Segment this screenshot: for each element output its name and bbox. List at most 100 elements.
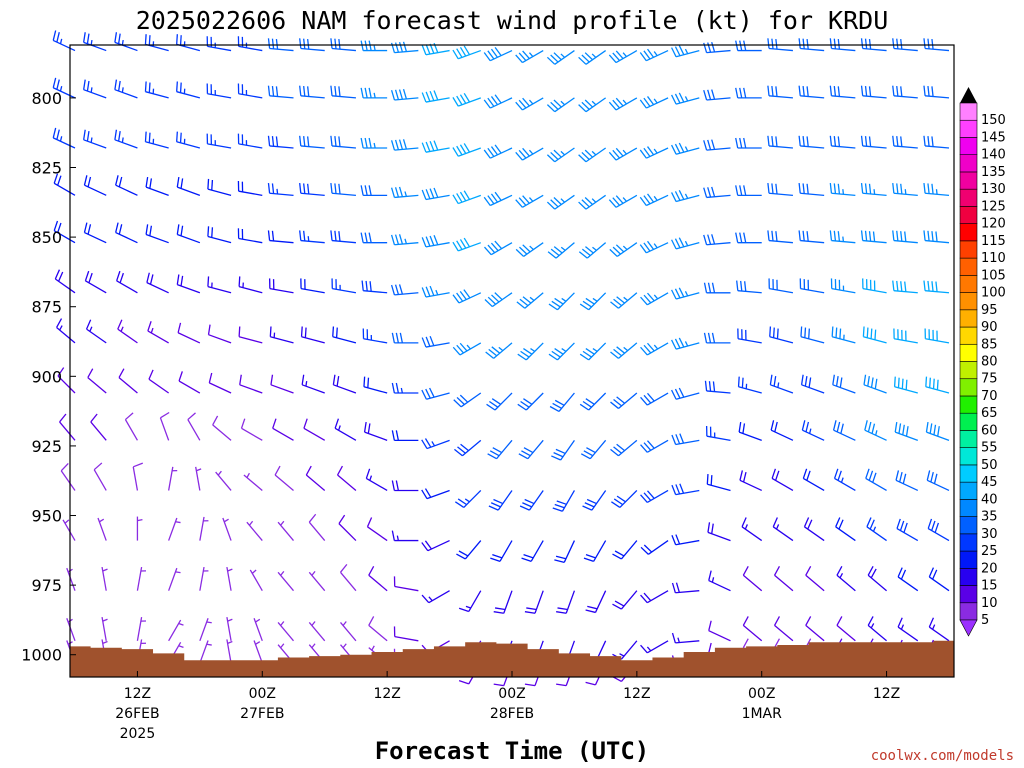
barb-full-flag	[394, 187, 400, 198]
barb-full-flag	[207, 276, 210, 287]
wind-barb	[798, 230, 825, 244]
barb-full-flag	[548, 353, 558, 361]
colorbar-swatch	[959, 240, 978, 259]
barb-half-flag	[622, 245, 628, 251]
colorbar-swatch	[959, 602, 978, 621]
wind-barb	[452, 342, 482, 356]
wind-barb	[207, 226, 232, 244]
y-tick-label: 975	[31, 576, 62, 595]
wind-barb	[548, 342, 575, 361]
wind-barb	[671, 387, 700, 400]
wind-barb	[860, 135, 887, 149]
barb-half-flag	[90, 87, 93, 93]
wind-barb	[640, 342, 669, 356]
wind-barb	[548, 292, 575, 311]
barb-full-flag	[860, 85, 864, 96]
barb-half-flag	[528, 99, 534, 105]
colorbar-label: 50	[981, 458, 998, 473]
wind-barb	[195, 466, 202, 491]
barb-shaft	[426, 392, 450, 400]
barb-half-flag	[872, 526, 877, 532]
barb-full-flag	[399, 332, 403, 344]
barb-full-flag	[835, 517, 841, 528]
barb-full-flag	[391, 480, 395, 491]
barb-full-flag	[870, 328, 873, 339]
barb-full-flag	[421, 189, 427, 200]
barb-full-flag	[53, 173, 59, 184]
wind-barb	[52, 77, 76, 99]
barb-full-flag	[490, 557, 501, 562]
barb-full-flag	[776, 328, 779, 339]
barb-full-flag	[303, 418, 308, 429]
barb-full-flag	[771, 230, 774, 242]
wind-barb	[176, 274, 201, 294]
barb-shaft	[208, 334, 232, 344]
wind-barb	[515, 194, 544, 208]
colorbar-swatch	[959, 137, 978, 155]
wind-barb	[483, 191, 513, 207]
wind-barb	[456, 540, 482, 560]
barb-full-flag	[671, 484, 677, 495]
barb-full-flag	[585, 246, 594, 254]
wind-barb	[671, 190, 700, 203]
barb-shaft	[146, 282, 169, 294]
barb-full-flag	[490, 193, 499, 203]
barb-full-flag	[892, 85, 895, 96]
barb-full-flag	[87, 224, 92, 235]
barb-half-flag	[623, 346, 629, 352]
wind-barb	[925, 376, 950, 394]
barb-full-flag	[905, 379, 908, 390]
credit-link[interactable]: coolwx.com/models	[871, 748, 1014, 764]
barb-half-flag	[342, 621, 347, 626]
wind-barb	[360, 87, 388, 99]
barb-full-flag	[522, 195, 530, 204]
barb-half-flag	[59, 136, 63, 142]
colorbar-top-arrow	[960, 87, 977, 103]
barb-full-flag	[931, 86, 934, 97]
barb-half-flag	[653, 344, 659, 350]
barb-full-flag	[556, 683, 567, 687]
barb-full-flag	[550, 54, 559, 63]
wind-barb	[767, 183, 793, 196]
wind-barb	[421, 285, 450, 298]
barb-full-flag	[926, 470, 931, 481]
barb-full-flag	[52, 77, 57, 88]
barb-full-flag	[551, 350, 561, 358]
barb-half-flag	[175, 571, 181, 574]
barb-half-flag	[150, 327, 154, 334]
x-tick-date: 26FEB	[115, 706, 159, 722]
barb-full-flag	[456, 344, 464, 354]
barb-full-flag	[526, 607, 537, 611]
barb-full-flag	[556, 611, 567, 614]
wind-barb	[483, 240, 513, 256]
barb-half-flag	[371, 645, 375, 651]
wind-barb	[52, 30, 76, 52]
wind-barb	[771, 468, 794, 492]
barb-half-flag	[276, 188, 279, 195]
barb-full-flag	[895, 470, 900, 481]
barb-full-flag	[546, 154, 556, 163]
barb-shaft	[238, 93, 263, 99]
barb-full-flag	[368, 616, 375, 626]
barb-full-flag	[56, 129, 60, 140]
barb-full-flag	[452, 147, 459, 157]
barb-full-flag	[338, 183, 341, 195]
wind-barb	[421, 387, 450, 400]
barb-full-flag	[613, 348, 622, 357]
barb-full-flag	[833, 183, 837, 194]
wind-barb	[452, 143, 482, 157]
barb-full-flag	[390, 284, 396, 296]
barb-full-flag	[892, 230, 895, 241]
barb-full-flag	[301, 374, 305, 385]
wind-barb	[800, 374, 825, 394]
barb-full-flag	[771, 85, 774, 97]
barb-full-flag	[643, 442, 652, 451]
barb-full-flag	[119, 272, 124, 283]
barb-full-flag	[829, 230, 833, 241]
barb-full-flag	[806, 231, 809, 242]
wind-barb	[866, 517, 887, 542]
barb-half-flag	[255, 618, 261, 623]
wind-barb	[300, 278, 325, 294]
barb-full-flag	[456, 396, 465, 405]
barb-shaft	[800, 145, 825, 149]
